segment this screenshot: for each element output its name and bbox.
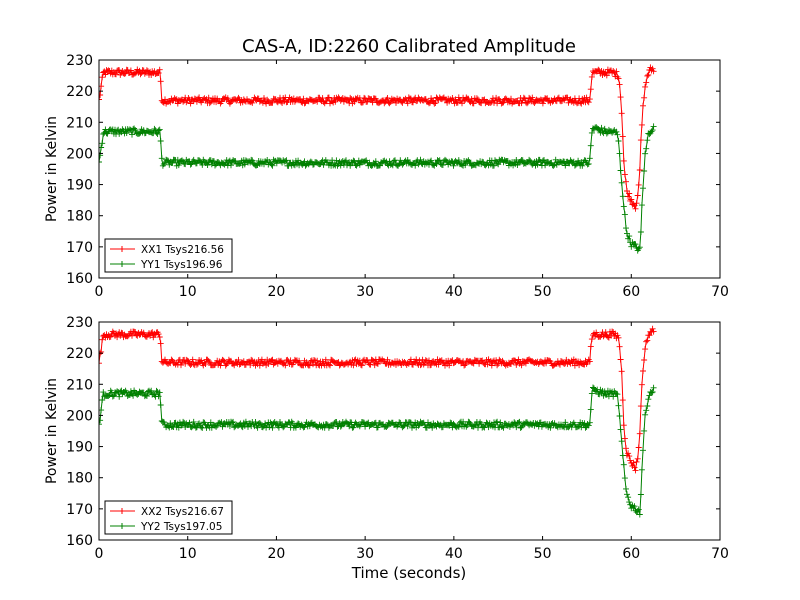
y-tick-label: 180	[66, 471, 93, 487]
y-tick-label: 160	[66, 271, 93, 287]
y-tick-label: 200	[66, 146, 93, 162]
x-tick-label: 40	[445, 284, 463, 300]
series-xx2	[99, 325, 657, 474]
x-tick-label: 20	[268, 546, 286, 562]
x-tick-label: 0	[95, 284, 104, 300]
x-tick-label: 70	[711, 284, 729, 300]
legend-marker	[119, 261, 125, 267]
chart-title: CAS-A, ID:2260 Calibrated Amplitude	[242, 36, 576, 57]
y-tick-label: 160	[66, 533, 93, 549]
series-markers	[99, 325, 657, 474]
legend-entry: XX2 Tsys216.67	[141, 506, 224, 518]
x-tick-label: 10	[179, 284, 197, 300]
y-tick-label: 230	[66, 53, 93, 69]
y-tick-label: 200	[66, 408, 93, 424]
y-tick-label: 210	[66, 115, 93, 131]
x-tick-label: 60	[622, 546, 640, 562]
top-panel: 0 10 20 30 40 50 60 70 160 170 180 190 200 210 220 230 P…	[44, 53, 729, 300]
y-tick-label: 230	[66, 315, 93, 331]
y-tick-label: 180	[66, 209, 93, 225]
x-tick-label: 60	[622, 284, 640, 300]
legend-marker	[119, 523, 125, 529]
y-tick-label: 220	[66, 346, 93, 362]
legend-box	[104, 500, 233, 535]
axes-frame	[98, 321, 721, 541]
x-tick-label: 0	[95, 546, 104, 562]
legend-entry: YY2 Tsys197.05	[140, 521, 222, 533]
legend-box	[104, 238, 233, 273]
series-markers	[99, 384, 657, 518]
y-tick-label: 170	[66, 502, 93, 518]
legend: XX2 Tsys216.67 YY2 Tsys197.05	[104, 500, 233, 535]
y-axis-label: Power in Kelvin	[44, 378, 60, 484]
x-tick-label: 70	[711, 546, 729, 562]
legend-entry: XX1 Tsys216.56	[141, 244, 224, 256]
x-tick-label: 20	[268, 284, 286, 300]
series-markers	[99, 123, 657, 254]
series-markers	[99, 64, 657, 212]
x-tick-label: 10	[179, 546, 197, 562]
x-tick-label: 30	[356, 546, 374, 562]
legend-entry: YY1 Tsys196.96	[140, 259, 223, 271]
series-xx1	[99, 64, 657, 212]
x-tick-label: 50	[534, 284, 552, 300]
legend-marker	[119, 246, 125, 252]
x-tick-label: 40	[445, 546, 463, 562]
axes-frame	[98, 59, 721, 279]
bottom-panel: 0 10 20 30 40 50 60 70 160 170 180 190 200 210 220 230 P…	[44, 315, 729, 562]
y-tick-label: 190	[66, 440, 93, 456]
x-tick-label: 50	[534, 546, 552, 562]
legend-marker	[119, 508, 125, 514]
x-tick-label: 30	[356, 284, 374, 300]
y-axis-label: Power in Kelvin	[44, 116, 60, 222]
series-yy1	[99, 123, 657, 254]
x-axis-label: Time (seconds)	[351, 564, 467, 582]
y-tick-label: 210	[66, 377, 93, 393]
y-tick-label: 190	[66, 178, 93, 194]
series-yy2	[99, 384, 657, 518]
legend: XX1 Tsys216.56 YY1 Tsys196.96	[104, 238, 233, 273]
y-tick-label: 220	[66, 84, 93, 100]
y-tick-label: 170	[66, 240, 93, 256]
